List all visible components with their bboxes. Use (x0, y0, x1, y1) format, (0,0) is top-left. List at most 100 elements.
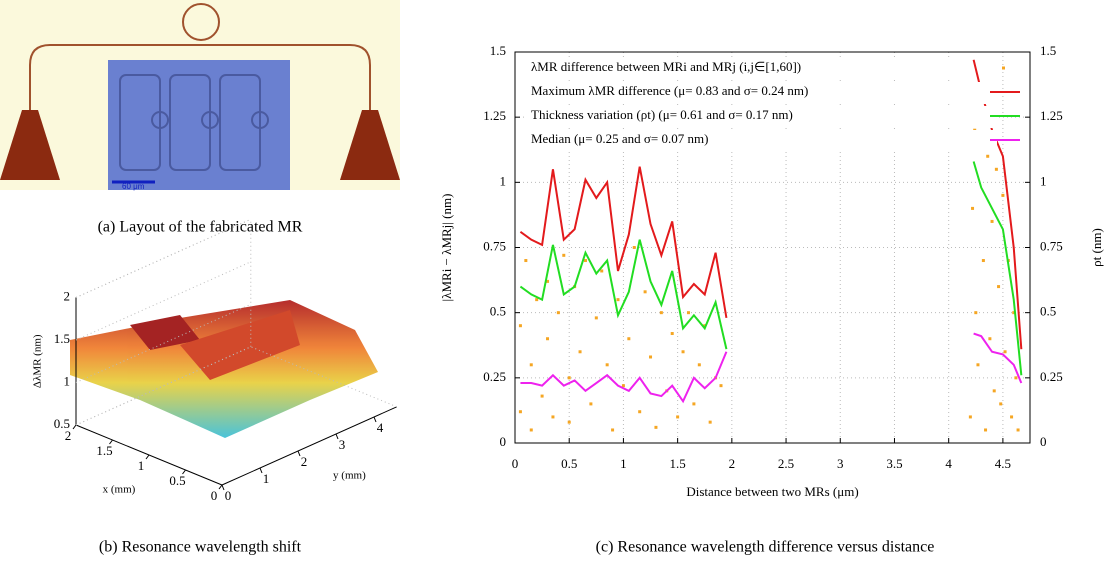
scatter-point (567, 376, 571, 380)
scatter-point (1016, 428, 1020, 432)
x-tick-label: 2 (65, 428, 72, 443)
tick (335, 433, 339, 440)
caption: (c) Resonance wavelength difference vers… (596, 539, 935, 556)
x-tick-label: 1.5 (670, 456, 686, 471)
x-tick-label: 1.5 (96, 443, 112, 458)
scatter-point (546, 337, 550, 341)
scatter-point (551, 415, 555, 419)
x-tick-label: 0.5 (169, 473, 185, 488)
scatter-point (981, 259, 985, 263)
y-tick-label: 2 (301, 454, 308, 469)
scatter-point (692, 402, 696, 406)
y-tick-label: 1 (500, 173, 507, 188)
scatter-point (670, 332, 674, 336)
y-tick-label: 0.25 (483, 369, 506, 384)
scatter-point (719, 384, 723, 388)
legend-label: λMR difference between MRi and MRj (i,j∈… (531, 59, 801, 74)
y-axis-label: |λMRi − λMRj| (nm) (439, 194, 454, 302)
y2-tick-label: 1 (1040, 173, 1047, 188)
scatter-point (578, 350, 582, 354)
z-tick-label: 1.5 (54, 331, 70, 346)
x-tick-label: 0 (211, 488, 218, 503)
legend-label: Thickness variation (ρt) (μ= 0.61 and σ=… (531, 107, 793, 122)
axis-line (221, 406, 398, 486)
z-tick-label: 2 (64, 288, 71, 303)
y-axis-label: y (mm) (333, 469, 366, 481)
scatter-point (992, 389, 996, 393)
scatter-point (529, 363, 533, 367)
tick (373, 416, 377, 423)
scatter-point (583, 259, 587, 263)
scatter-point (681, 350, 685, 354)
legend-box (527, 130, 997, 152)
y2-tick-label: 1.5 (1040, 43, 1056, 58)
z-axis-label: ΔλMR (nm) (32, 334, 44, 388)
scatter-point (643, 290, 647, 294)
x-tick-label: 2.5 (778, 456, 794, 471)
scatter-point (1001, 193, 1005, 197)
scatter-point (974, 311, 978, 315)
scatter-point (708, 420, 712, 424)
scatter-point (562, 253, 566, 257)
caption: (a) Layout of the fabricated MR (98, 219, 303, 236)
x-tick-label: 1 (620, 456, 627, 471)
x-axis-label: x (mm) (103, 484, 136, 496)
scatter-point (1010, 415, 1014, 419)
scatter-point (535, 298, 539, 302)
scatter-point (627, 337, 631, 341)
scatter-point (649, 355, 653, 359)
x-tick-label: 4.5 (995, 456, 1011, 471)
legend-marker (1002, 66, 1005, 70)
y-tick-label: 1 (263, 471, 270, 486)
scatter-point (976, 363, 980, 367)
tick (109, 439, 113, 445)
scatter-point (589, 402, 593, 406)
y2-tick-label: 0.5 (1040, 304, 1056, 319)
scatter-point (594, 316, 598, 320)
scatter-point (654, 425, 658, 429)
tick (72, 424, 77, 430)
scatter-point (621, 384, 625, 388)
scatter-point (611, 428, 615, 432)
legend-box (527, 58, 997, 80)
scatter-point (518, 410, 522, 414)
scatter-point (600, 269, 604, 273)
scatter-point (1003, 350, 1007, 354)
tick (259, 467, 263, 474)
tick (218, 484, 223, 490)
y-tick-label: 4 (377, 420, 384, 435)
scatter-point (990, 219, 994, 223)
scatter-point (540, 394, 544, 398)
y-tick-label: 0.75 (483, 238, 506, 253)
scatter-point (638, 410, 642, 414)
x-tick-label: 1 (138, 458, 145, 473)
scatter-point (686, 311, 690, 315)
x-tick-label: 4 (945, 456, 952, 471)
y2-tick-label: 0.25 (1040, 369, 1063, 384)
x-tick-label: 0 (512, 456, 519, 471)
scale-bar-label: 60 μm (122, 182, 145, 191)
legend-box (527, 82, 997, 104)
x-tick-label: 2 (729, 456, 736, 471)
y-tick-label: 3 (339, 437, 346, 452)
scatter-point (1012, 311, 1016, 315)
tick (182, 469, 186, 475)
scatter-point (999, 402, 1003, 406)
y2-axis-label: ρt (nm) (1089, 228, 1104, 267)
x-tick-label: 3.5 (886, 456, 902, 471)
scatter-point (529, 428, 533, 432)
scatter-point (556, 311, 560, 315)
tick (145, 454, 150, 460)
scatter-point (968, 415, 972, 419)
scatter-point (984, 428, 988, 432)
y2-tick-label: 1.25 (1040, 108, 1063, 123)
y2-tick-label: 0 (1040, 434, 1047, 449)
y-tick-label: 1.5 (490, 43, 506, 58)
legend-label: Median (μ= 0.25 and σ= 0.07 nm) (531, 131, 708, 146)
scatter-point (697, 363, 701, 367)
caption: (b) Resonance wavelength shift (99, 539, 302, 556)
scatter-point (632, 246, 636, 249)
legend-box (527, 106, 997, 128)
scatter-point (605, 363, 609, 367)
